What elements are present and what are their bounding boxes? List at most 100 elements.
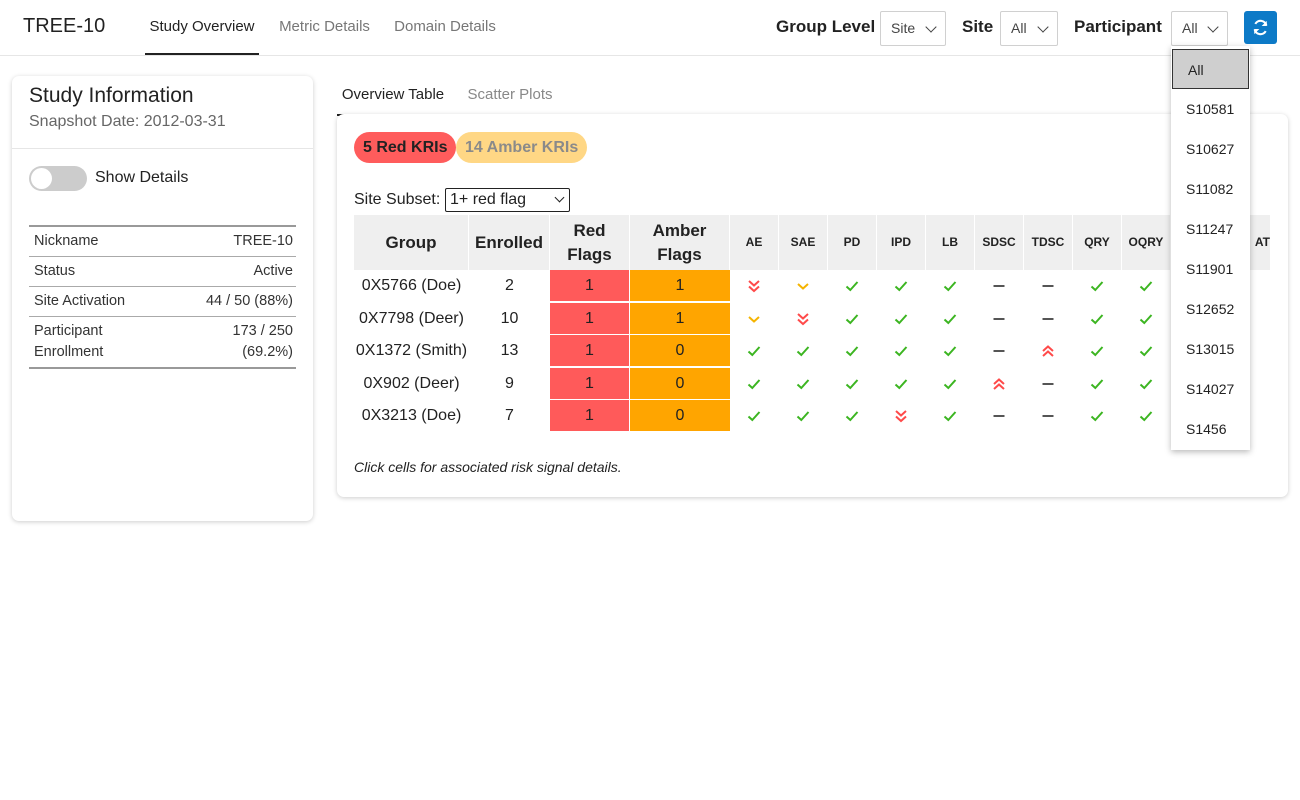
kri-signal-cell[interactable] <box>1073 335 1122 367</box>
kri-signal-cell[interactable] <box>1073 270 1122 302</box>
amber-flags-cell[interactable]: 0 <box>630 335 730 367</box>
kri-signal-cell[interactable] <box>1122 335 1171 367</box>
kri-signal-cell[interactable] <box>730 270 779 302</box>
kri-signal-cell[interactable] <box>828 303 877 335</box>
tab-study-overview[interactable]: Study Overview <box>145 0 259 55</box>
header-red-flags[interactable]: Red Flags <box>550 215 630 270</box>
red-kri-badge[interactable]: 5 Red KRIs <box>354 132 457 163</box>
red-flags-cell[interactable]: 1 <box>550 302 630 335</box>
kri-signal-cell[interactable] <box>828 400 877 432</box>
group-level-select[interactable]: Site <box>880 11 946 46</box>
header-metric[interactable]: AE <box>730 215 779 270</box>
tab-scatter-plots[interactable]: Scatter Plots <box>467 86 553 103</box>
header-metric[interactable]: TDSC <box>1024 215 1073 270</box>
kri-signal-cell[interactable] <box>730 303 779 335</box>
kri-signal-cell[interactable] <box>877 400 926 432</box>
amber-flags-cell[interactable]: 0 <box>630 400 730 432</box>
dropdown-option[interactable]: S14027 <box>1186 381 1235 397</box>
kri-signal-cell[interactable] <box>1024 270 1073 302</box>
kri-signal-cell[interactable] <box>926 303 975 335</box>
kri-signal-cell[interactable] <box>1024 400 1073 432</box>
kri-signal-cell[interactable] <box>926 368 975 400</box>
kri-signal-cell[interactable] <box>1024 368 1073 400</box>
kri-signal-cell[interactable] <box>1073 400 1122 432</box>
kri-signal-cell[interactable] <box>779 270 828 302</box>
amber-flags-cell[interactable]: 0 <box>630 367 730 400</box>
tab-domain-details[interactable]: Domain Details <box>394 18 496 35</box>
kri-signal-cell[interactable] <box>779 368 828 400</box>
dropdown-option[interactable]: S12652 <box>1186 301 1235 317</box>
dropdown-option[interactable]: S10581 <box>1186 101 1235 117</box>
kri-signal-cell[interactable] <box>1073 303 1122 335</box>
kri-signal-cell[interactable] <box>730 400 779 432</box>
header-enrolled[interactable]: Enrolled <box>469 215 550 270</box>
kri-signal-cell[interactable] <box>730 335 779 367</box>
header-metric[interactable]: QRY <box>1073 215 1122 270</box>
red-flags-cell[interactable]: 1 <box>550 335 630 367</box>
amber-flags-cell[interactable]: 1 <box>630 270 730 302</box>
kri-signal-cell[interactable] <box>779 303 828 335</box>
kri-signal-cell[interactable] <box>877 270 926 302</box>
kri-signal-cell[interactable] <box>926 270 975 302</box>
refresh-button[interactable] <box>1244 11 1277 44</box>
group-cell: 0X902 (Deer) <box>363 374 460 392</box>
tab-metric-details[interactable]: Metric Details <box>279 18 370 35</box>
group-level-label: Group Level <box>776 17 876 36</box>
kri-signal-cell[interactable] <box>828 368 877 400</box>
check-icon <box>943 281 957 292</box>
dropdown-option[interactable]: S13015 <box>1186 341 1235 357</box>
participant-select[interactable]: All <box>1171 11 1228 46</box>
dash-icon <box>1042 285 1054 287</box>
kri-signal-cell[interactable] <box>975 270 1024 302</box>
kri-signal-cell[interactable] <box>730 368 779 400</box>
kri-signal-cell[interactable] <box>1122 400 1171 432</box>
site-subset-select[interactable]: 1+ red flag <box>445 188 570 212</box>
amber-kri-badge[interactable]: 14 Amber KRIs <box>456 132 588 163</box>
dropdown-option[interactable]: S1456 <box>1186 421 1227 437</box>
header-metric[interactable]: OQRY <box>1122 215 1171 270</box>
enrolled-cell: 2 <box>505 277 514 294</box>
red-flags-cell[interactable]: 1 <box>550 400 630 432</box>
amber-flags-cell[interactable]: 1 <box>630 302 730 335</box>
kri-signal-cell[interactable] <box>877 303 926 335</box>
kri-signal-cell[interactable] <box>1122 368 1171 400</box>
dropdown-option[interactable]: S11901 <box>1186 261 1234 277</box>
site-select[interactable]: All <box>1000 11 1058 46</box>
double-chevron-down-icon <box>895 410 907 423</box>
kri-signal-cell[interactable] <box>1024 335 1073 367</box>
dropdown-option[interactable]: S11247 <box>1186 221 1234 237</box>
kri-signal-cell[interactable] <box>975 303 1024 335</box>
kri-signal-cell[interactable] <box>877 335 926 367</box>
dropdown-option[interactable]: S11082 <box>1186 181 1234 197</box>
dash-icon <box>993 317 1005 320</box>
show-details-toggle[interactable] <box>29 166 87 191</box>
kri-signal-cell[interactable] <box>926 335 975 367</box>
header-group[interactable]: Group <box>354 215 469 270</box>
kri-signal-cell[interactable] <box>1073 368 1122 400</box>
kri-signal-cell[interactable] <box>828 270 877 302</box>
dropdown-option-all[interactable]: All <box>1172 49 1249 89</box>
header-metric[interactable]: PD <box>828 215 877 270</box>
red-flags-cell[interactable]: 1 <box>550 270 630 302</box>
kri-signal-cell[interactable] <box>975 335 1024 367</box>
card-title: Study Information <box>29 84 194 107</box>
header-metric[interactable]: IPD <box>877 215 926 270</box>
red-flags-cell[interactable]: 1 <box>550 367 630 400</box>
header-metric[interactable]: SAE <box>779 215 828 270</box>
kri-signal-cell[interactable] <box>1122 270 1171 302</box>
kri-signal-cell[interactable] <box>975 400 1024 432</box>
kri-signal-cell[interactable] <box>1122 303 1171 335</box>
kri-signal-cell[interactable] <box>975 368 1024 400</box>
kri-signal-cell[interactable] <box>926 400 975 432</box>
kri-signal-cell[interactable] <box>1024 303 1073 335</box>
header-metric[interactable]: LB <box>926 215 975 270</box>
site-subset-value: 1+ red flag <box>450 191 527 208</box>
header-metric[interactable]: SDSC <box>975 215 1024 270</box>
kri-signal-cell[interactable] <box>779 400 828 432</box>
kri-signal-cell[interactable] <box>779 335 828 367</box>
header-amber-flags[interactable]: Amber Flags <box>630 215 730 270</box>
kri-signal-cell[interactable] <box>877 368 926 400</box>
tab-overview-table[interactable]: Overview Table <box>337 76 449 116</box>
dropdown-option[interactable]: S10627 <box>1186 141 1235 157</box>
kri-signal-cell[interactable] <box>828 335 877 367</box>
